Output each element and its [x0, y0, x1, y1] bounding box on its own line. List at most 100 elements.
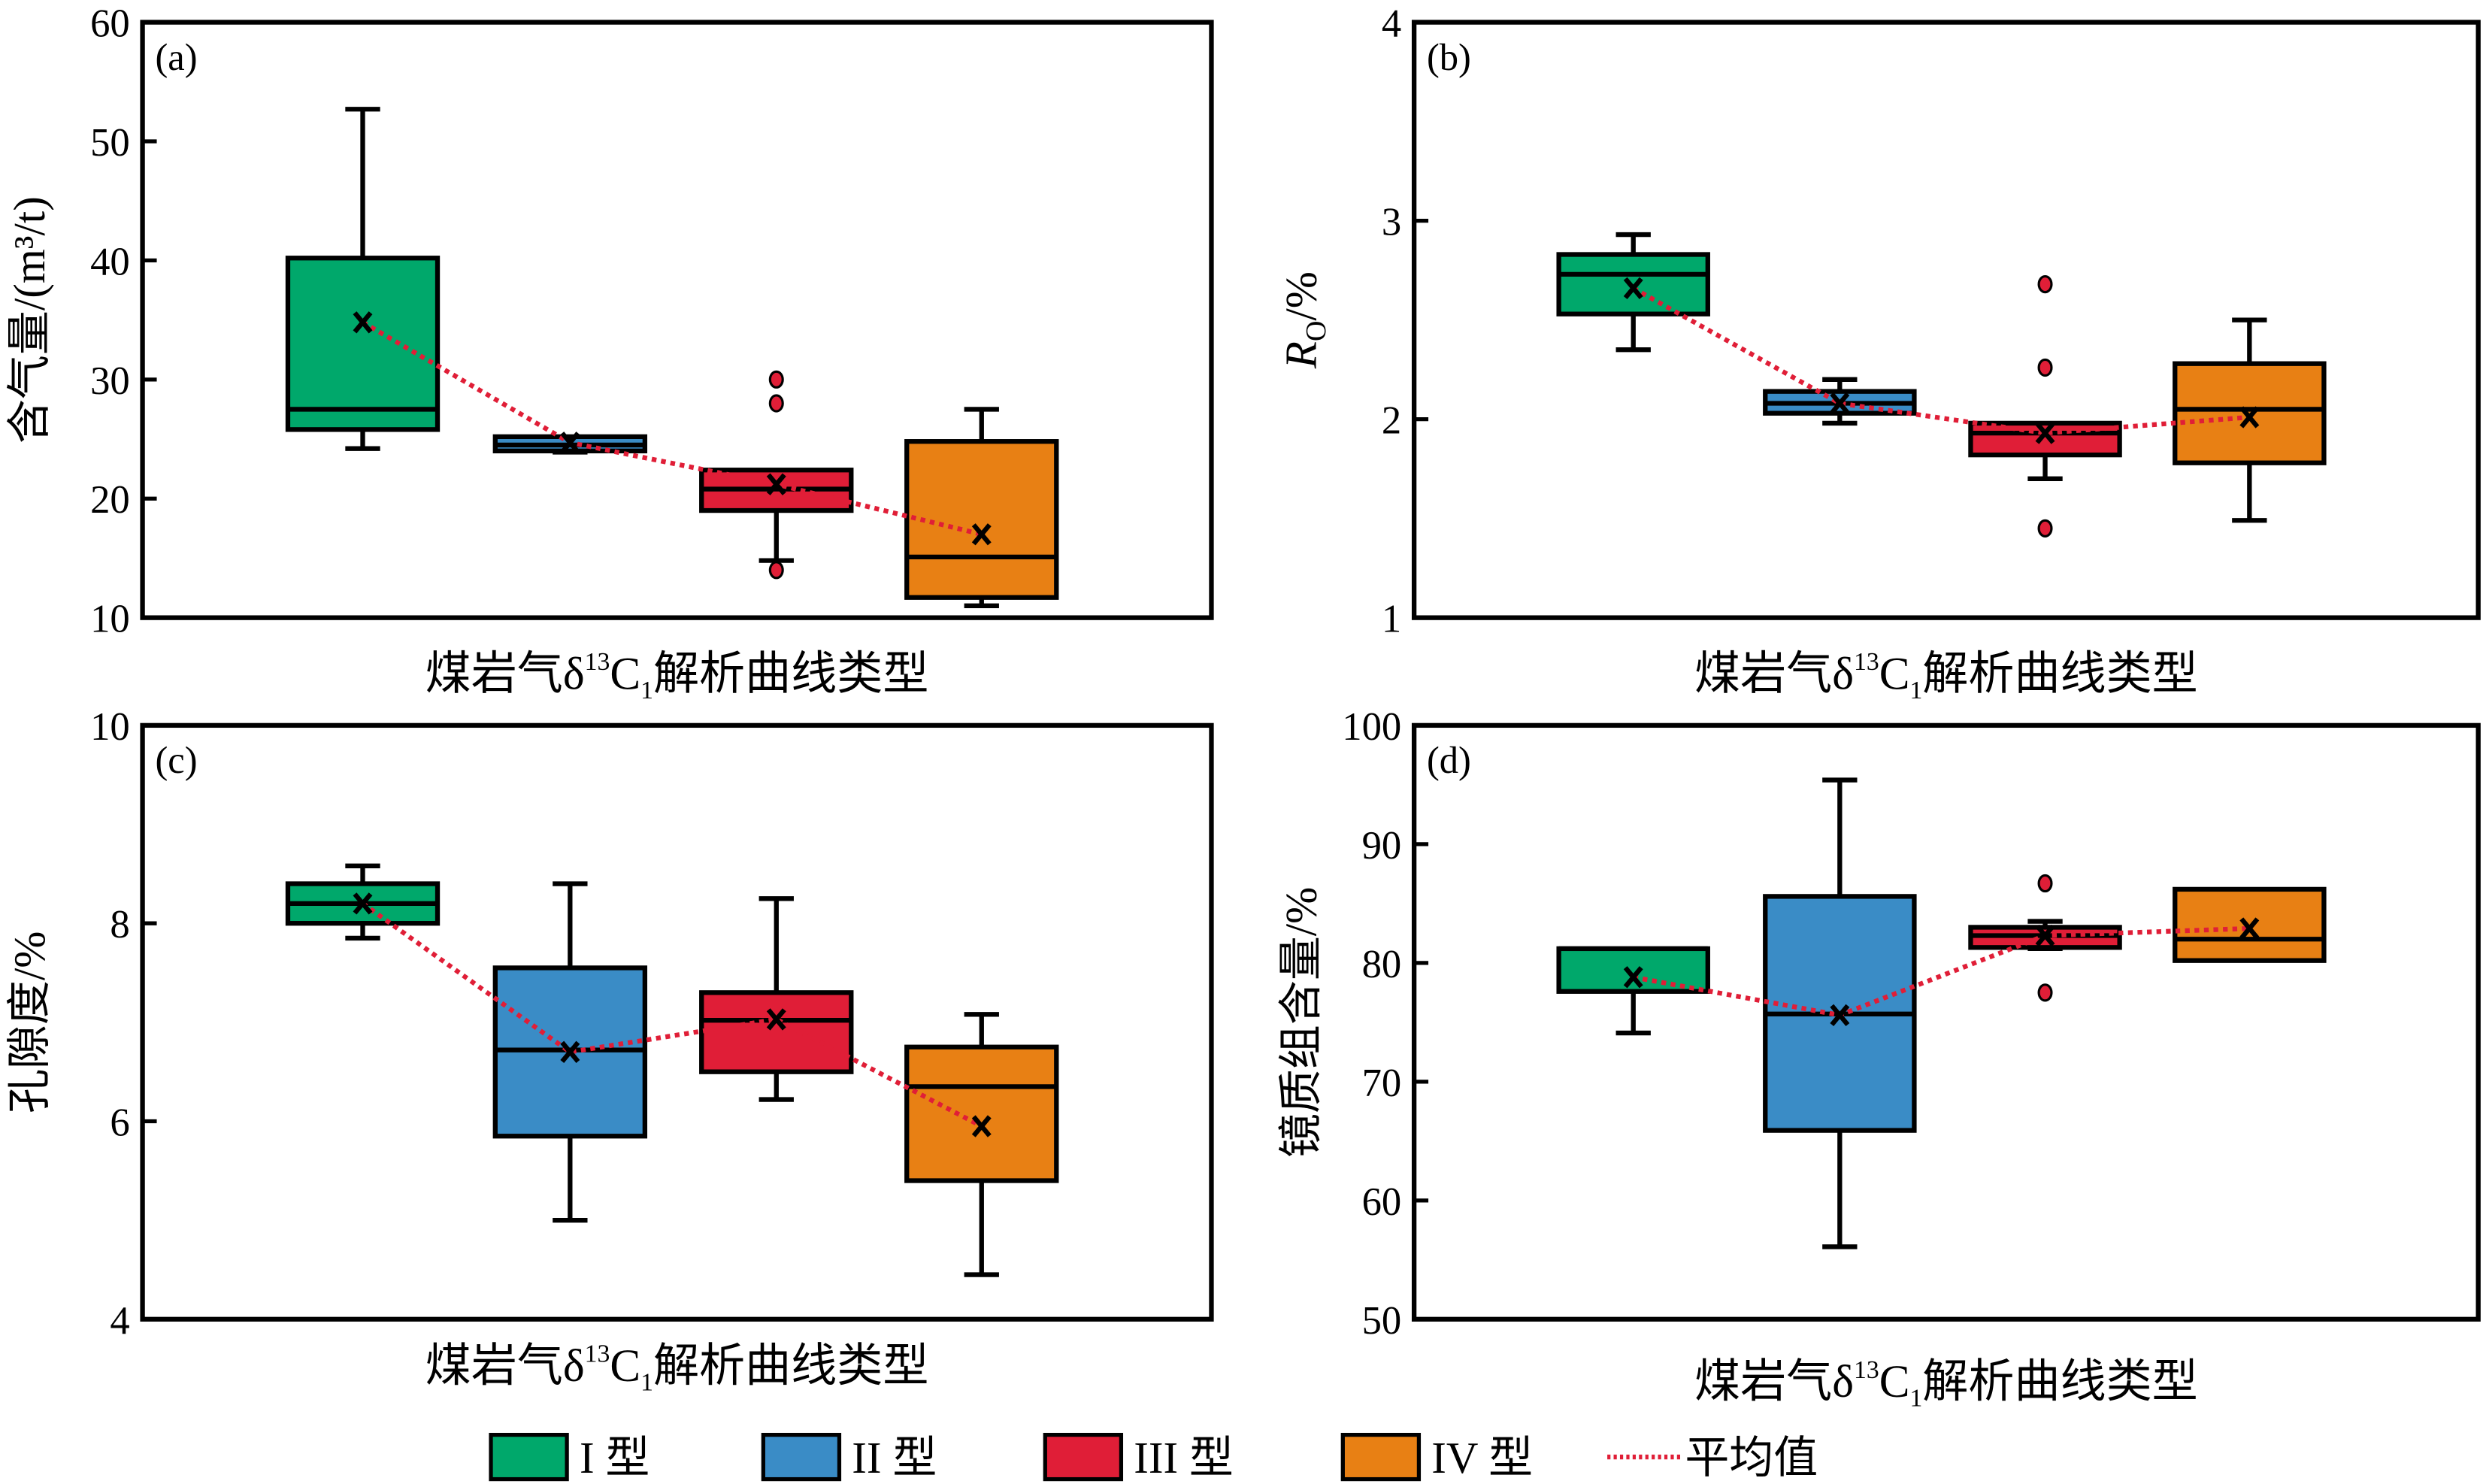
box-1 [1556, 946, 1710, 1036]
mean-marker [971, 1115, 992, 1137]
x-label-text: C [610, 649, 640, 699]
mean-marker [1830, 392, 1850, 415]
y-axis-label: RO/% [1276, 271, 1333, 369]
box-3 [1968, 274, 2122, 538]
y-axis-label: 镜质组含量/% [1276, 887, 1326, 1158]
x-label-superscript: 13 [1854, 1356, 1879, 1384]
panel-d: 50 60 70 80 90 100 (d) 镜质组含量/% 煤岩气δ13C1解析曲线类型 [1276, 705, 2481, 1413]
mean-marker [971, 523, 992, 546]
y-tick-label: 8 [110, 903, 129, 946]
panel-label: (c) [155, 739, 197, 781]
outlier-point [768, 561, 784, 580]
plot-frame [1411, 20, 2481, 620]
y-tick-label: 60 [90, 2, 130, 46]
y-tick-label: 50 [90, 121, 130, 165]
mean-marker [353, 892, 373, 915]
mean-marker [560, 432, 580, 454]
box-4 [904, 1012, 1059, 1277]
mean-line [361, 901, 983, 1128]
x-label-subscript: 1 [1909, 1385, 1922, 1413]
plot-frame [1411, 722, 2481, 1322]
x-label-text: 煤岩气δ [425, 649, 585, 699]
y-tick-label: 2 [1382, 399, 1401, 443]
x-axis-label: 煤岩气δ13C1解析曲线类型 [1694, 648, 2198, 704]
y-label-subscript: O [1301, 321, 1332, 341]
box-4 [904, 407, 1059, 608]
legend-label: 平均值 [1685, 1433, 1818, 1482]
legend-swatch [761, 1432, 842, 1482]
legend-item-mean: 平均值 [1607, 1433, 1818, 1482]
mean-line [1633, 925, 2250, 1018]
y-axis-label: 含气量/(m³/t) [5, 196, 54, 444]
box-1 [1556, 232, 1710, 353]
y-tick-label: 50 [1362, 1299, 1402, 1343]
legend-item-2: II 型 [761, 1432, 937, 1482]
box-iqr [1968, 420, 2122, 458]
y-tick-label: 20 [90, 478, 130, 522]
y-tick-label: 90 [1362, 824, 1402, 868]
outlier-point [2037, 874, 2053, 893]
box-iqr [1556, 252, 1710, 316]
legend-item-4: IV 型 [1340, 1432, 1533, 1482]
y-tick-label: 40 [90, 240, 130, 283]
panel-label: (b) [1427, 36, 1471, 78]
x-axis-label: 煤岩气δ13C1解析曲线类型 [1694, 1356, 2198, 1413]
y-tick-label: 6 [110, 1101, 129, 1144]
mean-marker [766, 1008, 786, 1031]
mean-marker [1623, 277, 1643, 300]
y-axis-label: 孔隙度/% [5, 931, 54, 1113]
plot-frame [140, 20, 1214, 620]
box-1 [285, 107, 441, 451]
x-label-superscript: 13 [585, 648, 610, 676]
x-label-text: 煤岩气δ [1694, 1357, 1854, 1407]
mean-marker [2239, 917, 2260, 940]
box-iqr [285, 256, 441, 432]
x-label-superscript: 13 [1854, 648, 1879, 676]
outlier-point [2037, 519, 2053, 538]
y-label-unit: /% [1276, 271, 1326, 321]
y-tick-label: 4 [1382, 2, 1401, 46]
y-tick-label: 10 [90, 705, 130, 749]
mean-marker [560, 1040, 580, 1064]
mean-marker [1830, 1004, 1850, 1027]
outlier-point [2037, 274, 2053, 294]
box-iqr [1556, 946, 1710, 994]
y-tick-label: 3 [1382, 201, 1401, 244]
mean-marker [1623, 966, 1643, 989]
mean-marker [2035, 924, 2055, 947]
mean-marker [2239, 406, 2260, 429]
x-label-text: 解析曲线类型 [653, 649, 928, 699]
legend-label: I 型 [580, 1433, 650, 1482]
legend-label: II 型 [852, 1433, 937, 1482]
plot-frame [140, 722, 1214, 1322]
panel-c: 4 6 8 10 (c) 孔隙度/% 煤岩气δ13C1解析曲线类型 [5, 705, 1214, 1397]
box-3 [699, 370, 854, 580]
box-iqr [904, 1044, 1059, 1183]
y-tick-label: 70 [1362, 1062, 1402, 1105]
y-tick-label: 1 [1382, 598, 1401, 641]
x-label-text: C [1879, 1357, 1910, 1407]
x-label-text: 解析曲线类型 [1922, 1357, 2197, 1407]
x-label-subscript: 1 [1909, 677, 1922, 704]
x-label-text: 解析曲线类型 [1922, 649, 2197, 699]
outlier-point [768, 394, 784, 413]
y-tick-label: 10 [90, 598, 130, 641]
legend-swatch [1043, 1432, 1124, 1482]
x-axis-label: 煤岩气δ13C1解析曲线类型 [425, 1340, 929, 1397]
box-iqr [904, 439, 1059, 600]
x-axis-label: 煤岩气δ13C1解析曲线类型 [425, 648, 929, 704]
box-3 [699, 896, 854, 1102]
legend-label: IV 型 [1431, 1433, 1533, 1482]
y-tick-label: 30 [90, 359, 130, 403]
x-label-text: 煤岩气δ [1694, 649, 1854, 699]
panel-a: 10 20 30 40 50 60 (a) 含气量/(m³/t) 煤岩气δ13C1解析曲线类型 [5, 2, 1214, 704]
mean-marker [766, 473, 786, 495]
x-label-subscript: 1 [640, 677, 653, 704]
x-label-text: C [610, 1341, 640, 1392]
panel-label: (d) [1427, 739, 1471, 781]
x-label-subscript: 1 [640, 1369, 653, 1397]
box-4 [2173, 317, 2327, 523]
y-tick-label: 4 [110, 1299, 129, 1343]
